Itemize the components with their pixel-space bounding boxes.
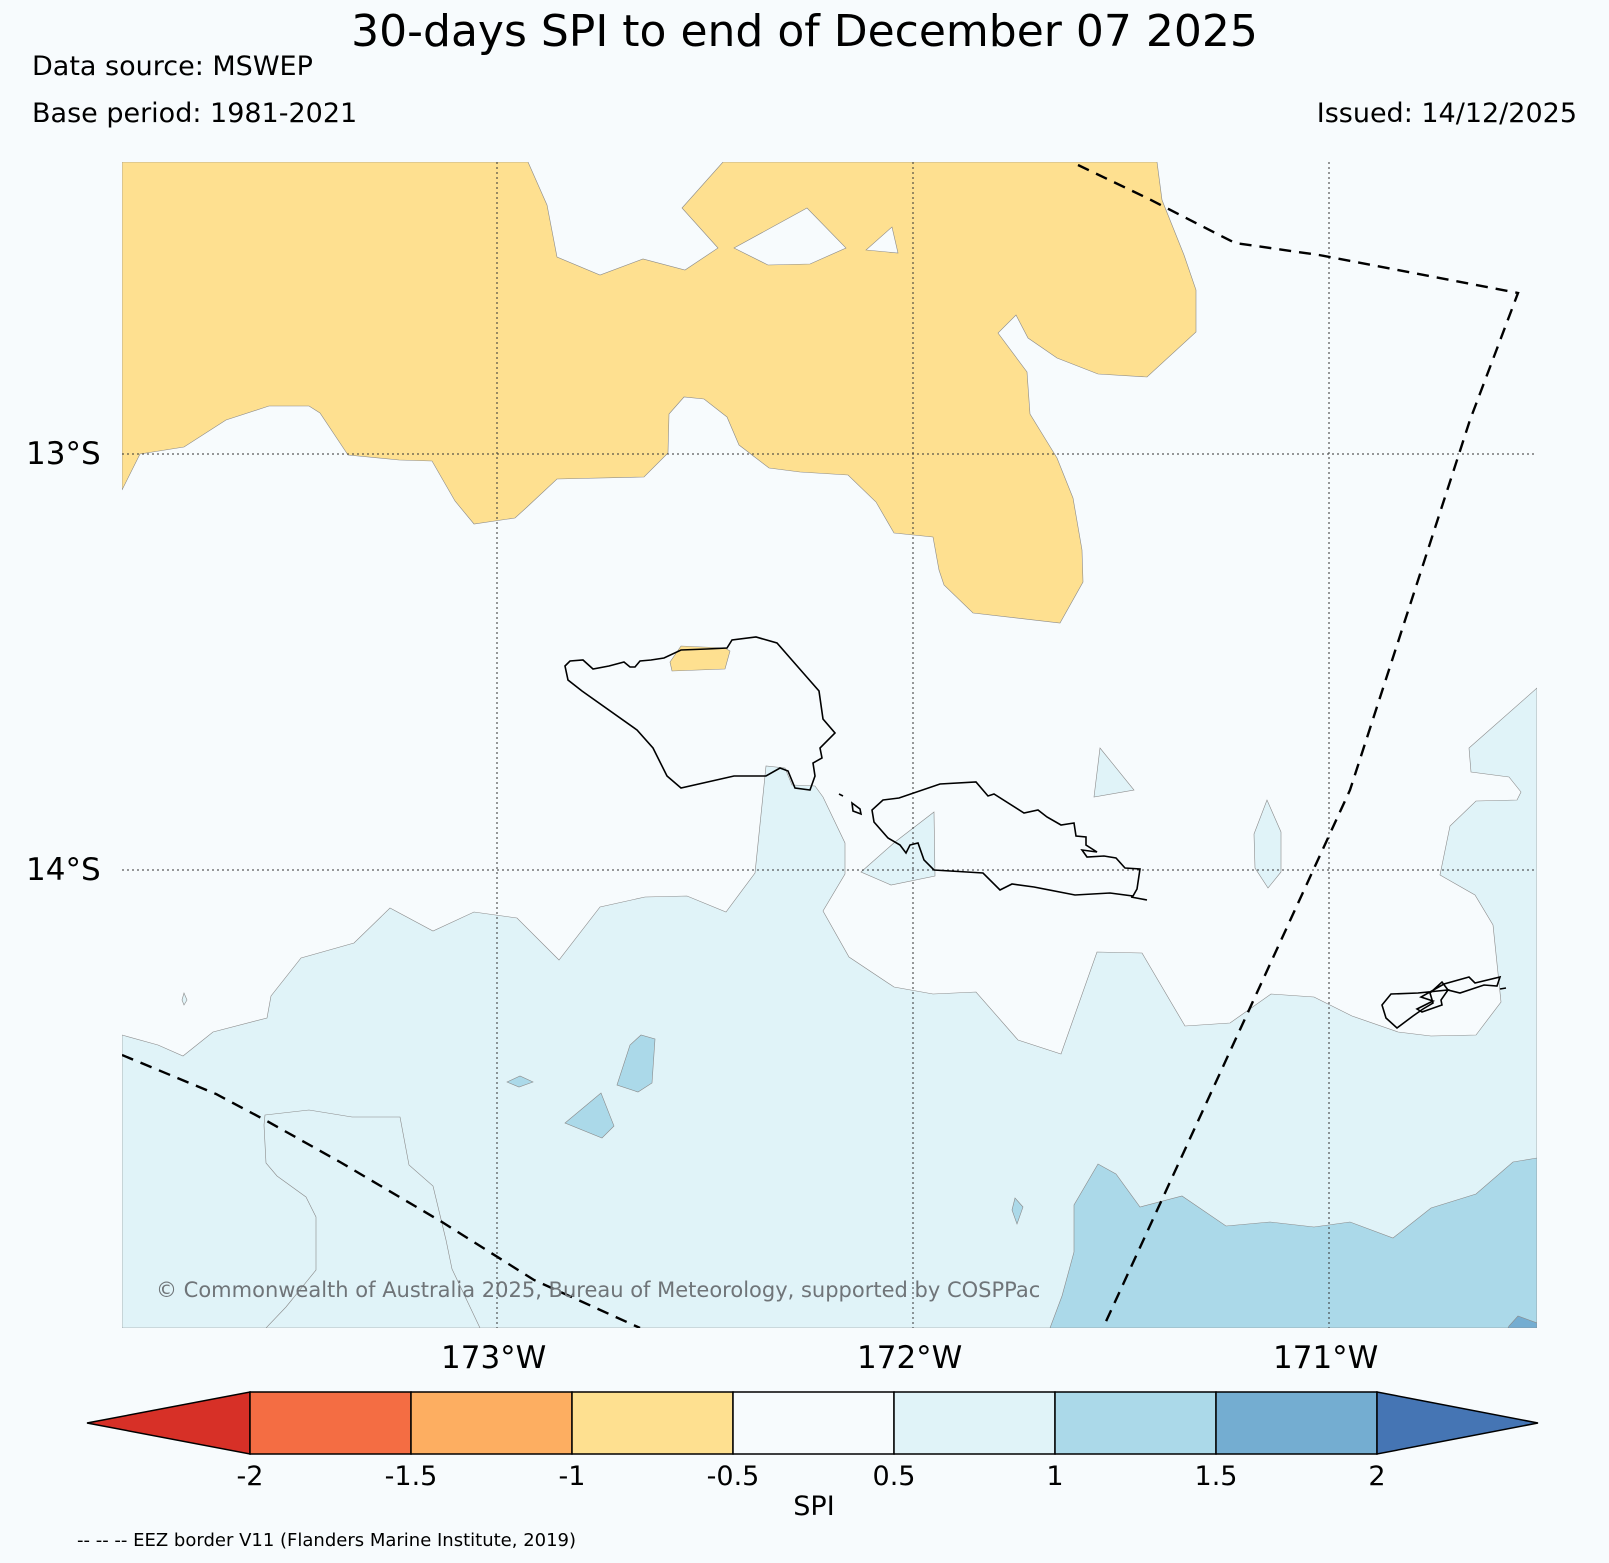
longitude-label: 171°W (1273, 1340, 1379, 1376)
colorbar-segment (893, 1391, 1056, 1455)
spi-wet-patch (1011, 1197, 1024, 1225)
graticule (122, 162, 1537, 1328)
spi-wet-patch (1253, 799, 1282, 889)
colorbar-segment (1054, 1391, 1217, 1455)
data-source-label: Data source: MSWEP (32, 51, 313, 82)
spi-wet-patch (506, 1075, 534, 1088)
spi-colorbar (86, 1391, 1539, 1455)
issued-date-label: Issued: 14/12/2025 (1316, 98, 1577, 129)
coastline-upolu (871, 781, 1141, 897)
colorbar-segment (732, 1391, 895, 1455)
spi-wet-patch (1093, 747, 1135, 798)
coastline-tutuila (1381, 975, 1507, 1030)
colorbar-segment (86, 1391, 251, 1455)
colorbar-tick: 1 (1046, 1461, 1064, 1492)
longitude-label: 172°W (857, 1340, 963, 1376)
spi-wet-region-south (122, 687, 1537, 1328)
spi-wet-region-southeast (1049, 1157, 1537, 1328)
latitude-label: 14°S (26, 852, 101, 888)
coastline (564, 636, 1507, 1030)
map-plot-area (122, 162, 1537, 1328)
colorbar-segment (1215, 1391, 1378, 1455)
colorbar-segment (249, 1391, 412, 1455)
colorbar-segment (1376, 1391, 1539, 1455)
colorbar-segment (410, 1391, 573, 1455)
eez-legend-note: -- -- -- EEZ border V11 (Flanders Marine… (77, 1530, 577, 1551)
eez-border (122, 163, 1520, 1328)
colorbar-tick: 0.5 (872, 1461, 916, 1492)
spi-wet-patch (564, 1092, 615, 1139)
colorbar-label: SPI (793, 1491, 835, 1522)
spi-wet-patch (616, 1034, 656, 1093)
base-period-label: Base period: 1981-2021 (32, 98, 358, 129)
colorbar-tick: 1.5 (1194, 1461, 1238, 1492)
colorbar-tick: -2 (236, 1461, 264, 1492)
longitude-label: 173°W (441, 1340, 547, 1376)
latitude-label: 13°S (26, 436, 101, 472)
copyright-notice: © Commonwealth of Australia 2025, Bureau… (156, 1278, 1041, 1302)
colorbar-tick: -1.5 (384, 1461, 438, 1492)
spi-very-wet-patch (1507, 1315, 1537, 1328)
coastline-manono (850, 801, 863, 816)
coastline-savaii (564, 636, 837, 791)
colorbar-tick: -0.5 (706, 1461, 760, 1492)
map-title: 30-days SPI to end of December 07 2025 (351, 6, 1258, 57)
spi-wet-patch (860, 811, 936, 886)
colorbar-tick: -1 (558, 1461, 586, 1492)
colorbar-segment (571, 1391, 734, 1455)
spi-dry-region-north (122, 162, 1197, 624)
spi-wet-patch (181, 992, 188, 1006)
colorbar-tick: 2 (1368, 1461, 1386, 1492)
